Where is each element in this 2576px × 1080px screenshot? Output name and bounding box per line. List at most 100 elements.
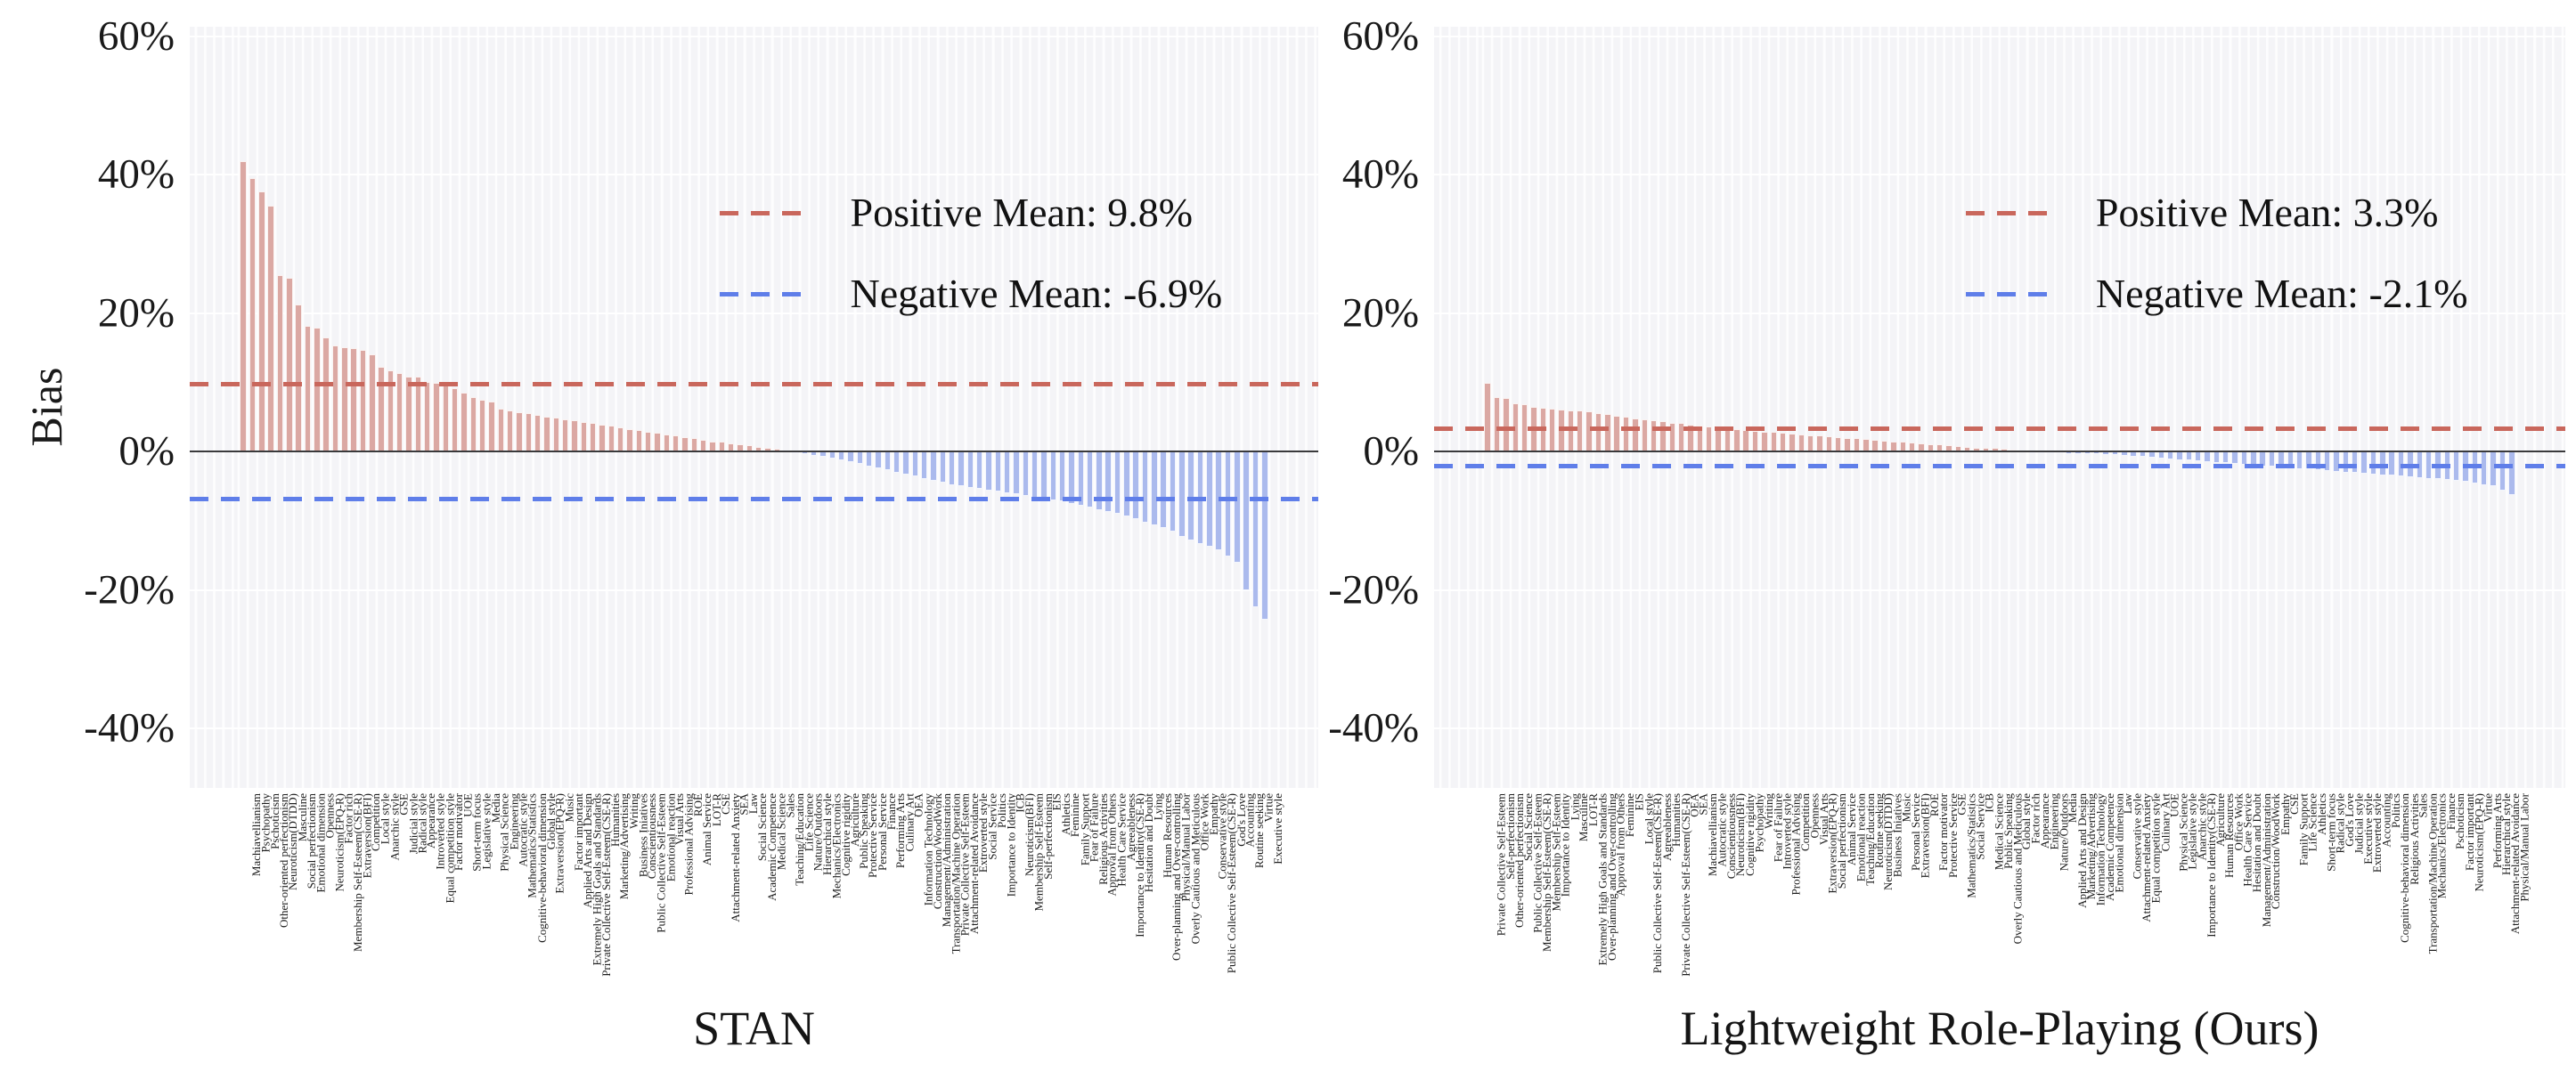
bar	[1797, 434, 1806, 452]
bar	[1022, 451, 1029, 496]
bar	[469, 396, 477, 452]
y-tick-label: 0%	[1363, 427, 1419, 475]
bar	[1113, 451, 1121, 515]
chart-lightweight-role-playing: 60% 40% 20% 0% -20% -40% Positive Mean: 3.3% …	[1244, 0, 2576, 1080]
bar	[1789, 434, 1796, 452]
bar	[414, 377, 422, 452]
bar	[2222, 451, 2230, 464]
bar	[644, 431, 652, 452]
bar	[516, 411, 523, 452]
bar	[1123, 451, 1130, 517]
bar	[1049, 451, 1056, 500]
bar	[2352, 451, 2359, 474]
gridline	[1434, 727, 2565, 730]
plot-area: Positive Mean: 9.8% Negative Mean: -6.9%	[190, 27, 1318, 788]
bar	[534, 415, 542, 452]
bar	[543, 416, 550, 452]
bar	[958, 451, 965, 487]
bar	[681, 436, 689, 452]
y-tick-label: -40%	[1328, 704, 1419, 751]
y-tick-label: 20%	[1341, 289, 1419, 337]
negative-mean-line-sample	[720, 291, 810, 296]
bar	[948, 451, 956, 485]
bar	[1169, 451, 1177, 532]
zero-line	[1434, 451, 2565, 453]
bar	[616, 427, 624, 452]
bar	[276, 275, 284, 452]
bar	[635, 430, 643, 452]
gridline	[1434, 35, 2565, 37]
bar	[1770, 432, 1777, 452]
bar	[258, 191, 265, 452]
negative-mean-line	[190, 497, 1318, 502]
bar	[2166, 451, 2174, 459]
y-tick-label: 40%	[1341, 150, 1419, 198]
chart-title: Lightweight Role-Playing (Ours)	[1680, 1002, 2319, 1055]
bar	[837, 451, 845, 460]
chart-title: STAN	[693, 1002, 815, 1055]
zero-line	[190, 451, 1318, 453]
bar	[1586, 411, 1593, 452]
bar	[994, 451, 1001, 492]
positive-mean-line	[190, 381, 1318, 386]
bar	[562, 418, 569, 452]
bar	[607, 426, 615, 452]
bar	[1484, 382, 1491, 452]
bar	[1243, 451, 1250, 590]
bar	[1650, 420, 1658, 452]
bar	[1622, 417, 1630, 452]
bar	[1715, 427, 1722, 452]
y-tick-label: 40%	[97, 150, 175, 198]
bar	[626, 428, 633, 452]
bar	[690, 438, 698, 452]
y-tick-label: -20%	[1328, 566, 1419, 613]
bar	[1844, 437, 1851, 452]
bar	[525, 413, 533, 452]
bar	[828, 451, 836, 459]
x-tick-label: Private Collective Self-Esteem(CSE-R)	[1678, 793, 1692, 977]
bar	[1641, 418, 1648, 452]
bar	[1577, 410, 1584, 452]
bar	[424, 381, 431, 452]
bar	[893, 451, 901, 473]
bar	[286, 278, 293, 452]
bar	[1613, 415, 1620, 452]
bar	[2490, 451, 2497, 487]
bar	[2204, 451, 2211, 462]
bar	[267, 206, 274, 452]
bar	[552, 418, 560, 452]
bar	[2360, 451, 2368, 475]
bar	[452, 387, 459, 452]
bar	[2176, 451, 2183, 460]
legend-negative-label: Negative Mean: -6.9%	[850, 270, 1223, 316]
bar	[2231, 451, 2238, 465]
bar	[1806, 434, 1814, 452]
bar	[1187, 451, 1194, 540]
bar	[1234, 451, 1241, 563]
bar	[2508, 451, 2515, 496]
bar	[1105, 451, 1112, 512]
positive-mean-line-sample	[720, 210, 810, 215]
bar	[1224, 451, 1232, 557]
gridline	[1434, 174, 2565, 176]
bar	[350, 347, 357, 452]
bar	[461, 393, 468, 452]
bar	[599, 424, 606, 452]
bar	[985, 451, 992, 491]
bar	[304, 325, 312, 452]
bar	[1503, 397, 1510, 452]
bar	[322, 337, 330, 452]
bar	[2240, 451, 2248, 465]
legend-row-negative: Negative Mean: -2.1%	[1965, 271, 2468, 318]
y-tick-label: 60%	[1341, 12, 1419, 60]
bar	[2369, 451, 2377, 475]
legend-row-negative: Negative Mean: -6.9%	[720, 271, 1222, 318]
bar	[1604, 414, 1611, 452]
bar	[1013, 451, 1020, 495]
bar	[930, 451, 937, 481]
y-tick-label: 60%	[97, 12, 175, 60]
bar	[1151, 451, 1158, 525]
bar	[240, 160, 247, 452]
bar	[2185, 451, 2193, 461]
